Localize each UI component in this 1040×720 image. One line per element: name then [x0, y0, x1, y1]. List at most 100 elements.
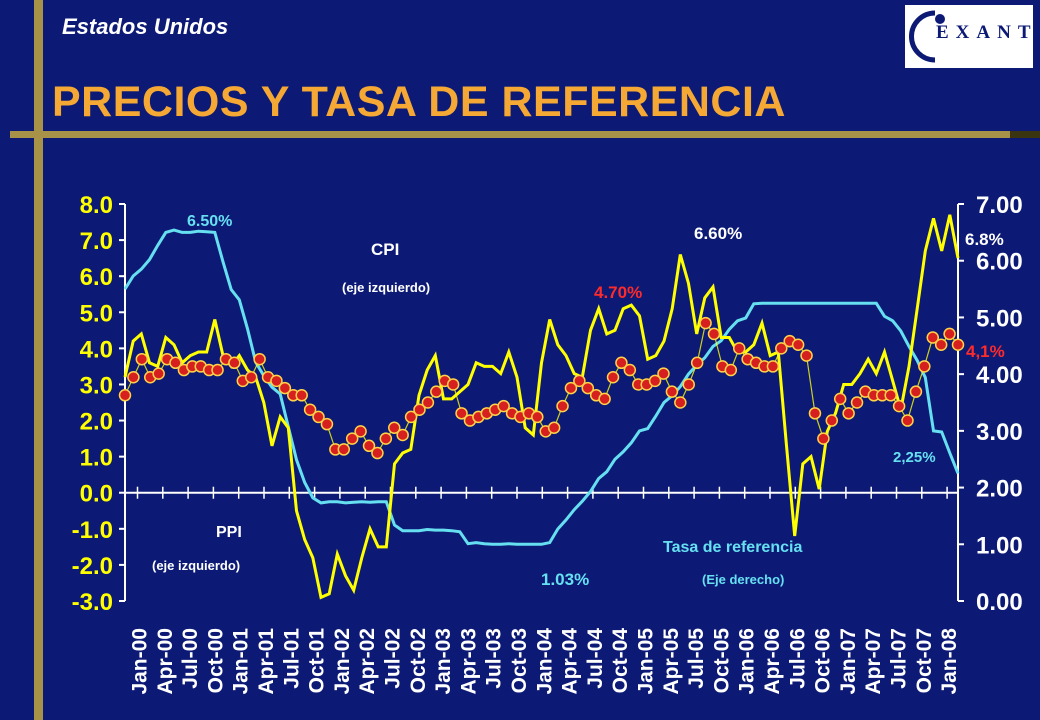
x-tick-label: Apr-01 [255, 628, 278, 695]
right-tick-label: 6.00 [976, 249, 1023, 276]
ppi-marker [556, 399, 569, 413]
ppi-marker [674, 396, 687, 409]
ppi-marker [606, 370, 620, 384]
x-tick-label: Jan-05 [635, 628, 658, 695]
ppi-marker [127, 370, 140, 384]
left-tick-label: -2.0 [72, 553, 113, 580]
x-tick-label: Jul-06 [786, 628, 809, 689]
left-tick-label: 8.0 [80, 192, 113, 219]
ppi-marker [362, 439, 376, 453]
ppi-marker [278, 381, 292, 395]
annotation-ppi-high: 4.70% [594, 283, 642, 302]
left-accent-bar [34, 0, 43, 720]
left-tick-label: 5.0 [80, 300, 113, 327]
ppi-marker [901, 414, 914, 427]
annotation-ppi-sub: (eje izquierdo) [152, 558, 240, 573]
ppi-marker [791, 338, 805, 352]
ppi-marker [253, 352, 266, 366]
x-tick-label: Apr-02 [356, 628, 379, 695]
x-tick-label: Jan-07 [837, 628, 860, 695]
page-title: PRECIOS Y TASA DE REFERENCIA [52, 78, 786, 126]
ppi-marker [825, 414, 839, 427]
x-tick-label: Oct-07 [913, 628, 936, 693]
x-tick-label: Oct-04 [609, 628, 632, 694]
left-tick-label: 6.0 [80, 264, 113, 291]
right-tick-label: 3.00 [976, 419, 1023, 446]
logo-swoosh [909, 10, 936, 63]
chart-annotations: 6.50% CPI (eje izquierdo) PPI (eje izquierdo… [152, 213, 1005, 589]
ppi-marker [598, 392, 611, 406]
x-tick-label: Jan-03 [432, 628, 455, 695]
ppi-marker [531, 410, 544, 424]
x-tick-label: Jan-01 [230, 628, 253, 695]
x-tick-label: Jan-02 [331, 628, 354, 695]
x-tick-label: Jan-04 [533, 628, 556, 695]
x-tick-label: Oct-05 [710, 628, 733, 694]
ppi-marker [404, 410, 418, 424]
ppi-line [124, 321, 959, 454]
x-tick-label: Oct-02 [407, 628, 430, 693]
ppi-marker [396, 428, 409, 442]
ppi-marker [682, 378, 695, 391]
ppi-marker [169, 356, 182, 370]
ppi-marker [724, 363, 738, 377]
ppi-marker [295, 389, 308, 402]
x-tick-label: Apr-07 [862, 628, 885, 695]
ppi-marker [547, 421, 561, 435]
header-divider [10, 131, 1010, 138]
x-tick-label: Jul-01 [280, 628, 303, 689]
logo-dot [935, 14, 945, 24]
ppi-marker [135, 352, 149, 366]
left-tick-label: 7.0 [80, 228, 113, 255]
exante-logo-mark [909, 10, 945, 63]
ppi-marker [379, 432, 393, 445]
ppi-marker [951, 338, 965, 352]
annotation-ppi-last: 4,1% [966, 342, 1005, 361]
ppi-marker [320, 417, 334, 431]
right-tick-label: 5.00 [976, 305, 1023, 332]
ppi-marker [354, 425, 367, 438]
ppi-marker [934, 338, 948, 352]
ppi-marker [303, 403, 317, 416]
ppi-marker [421, 396, 435, 409]
x-tick-label: Apr-06 [761, 628, 784, 695]
ppi-marker [918, 360, 931, 373]
ppi-marker [690, 356, 704, 370]
right-tick-label: 7.00 [976, 192, 1023, 219]
annotation-cpi-sub: (eje izquierdo) [342, 280, 430, 295]
ppi-marker [657, 367, 670, 380]
ppi-marker [244, 370, 258, 384]
ppi-marker [615, 356, 628, 370]
chart-series [118, 214, 965, 600]
ppi-marker [371, 446, 384, 460]
logo-text: EXANTE [936, 22, 1040, 43]
ppi-marker [446, 378, 460, 391]
x-tick-label: Jul-02 [382, 628, 405, 689]
x-tick-label: Jan-08 [938, 628, 961, 695]
ppi-marker [211, 363, 224, 377]
x-tick-label: Oct-01 [306, 628, 329, 694]
ppi-marker [732, 342, 746, 355]
right-tick-label: 1.00 [976, 532, 1023, 559]
ppi-marker [455, 407, 468, 420]
ppi-marker [337, 443, 351, 456]
cpi-line [123, 214, 960, 600]
annotation-rate-label: Tasa de referencia [663, 539, 802, 556]
x-tick-label: Apr-00 [154, 628, 177, 695]
annotation-rate-sub: (Eje derecho) [702, 572, 784, 587]
x-tick-label: Jul-03 [483, 628, 506, 689]
annotation-ppi-label: PPI [216, 524, 242, 541]
ppi-marker [312, 410, 325, 424]
right-tick-label: 0.00 [976, 589, 1023, 616]
left-tick-label: 2.0 [80, 409, 113, 436]
ppi-marker [909, 385, 923, 398]
x-tick-label: Jul-05 [685, 628, 708, 689]
x-tick-label: Jul-07 [888, 628, 911, 689]
ppi-marker [665, 385, 679, 398]
ppi-marker [430, 385, 443, 398]
x-tick-label: Jan-00 [129, 628, 152, 695]
ppi-marker [152, 367, 165, 380]
annotation-cpi-high: 6.60% [694, 224, 742, 243]
ppi-marker [118, 389, 132, 402]
